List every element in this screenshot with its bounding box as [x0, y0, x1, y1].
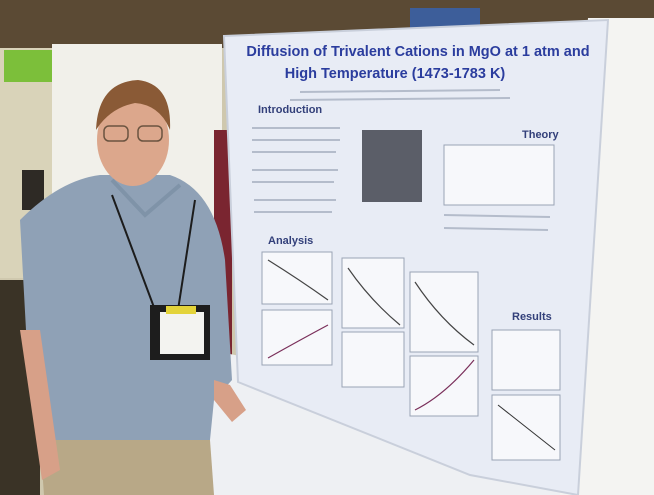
analysis-plot: [341, 257, 405, 329]
lens: [103, 125, 129, 142]
face: [97, 94, 169, 186]
text-line: [443, 227, 549, 231]
plot-curve: [497, 404, 556, 451]
analysis-plot: [261, 309, 333, 366]
crystal-lattice-image: [362, 130, 422, 202]
author-line: [299, 89, 501, 93]
poster-title: Diffusion of Trivalent Cations in MgO at…: [246, 44, 589, 60]
hair: [96, 80, 171, 130]
theory-plot: [443, 144, 555, 206]
plot-curve: [267, 259, 475, 346]
shirt: [20, 175, 232, 440]
lanyard: [111, 194, 196, 311]
section-heading: Theory: [522, 129, 560, 141]
arm: [20, 330, 60, 480]
badge-ribbon: [166, 306, 196, 314]
affiliation-line: [289, 97, 511, 101]
section-heading: Analysis: [268, 235, 313, 247]
distant-banner: [410, 8, 480, 30]
pants: [40, 440, 214, 495]
section-heading: Introduction: [258, 104, 322, 116]
glasses: [103, 125, 163, 142]
poster-title: High Temperature (1473-1783 K): [285, 66, 506, 82]
small-poster: [22, 170, 44, 210]
green-sign: [4, 50, 52, 82]
section-heading: Results: [512, 311, 552, 323]
analysis-plot: [341, 331, 405, 388]
name-badge: [160, 312, 204, 354]
intro-text: [252, 127, 340, 213]
lens: [137, 125, 163, 142]
text-line: [443, 214, 551, 218]
results-plot: [491, 329, 561, 391]
collar: [110, 178, 182, 218]
plot-curve: [267, 324, 475, 411]
hand: [214, 380, 246, 422]
